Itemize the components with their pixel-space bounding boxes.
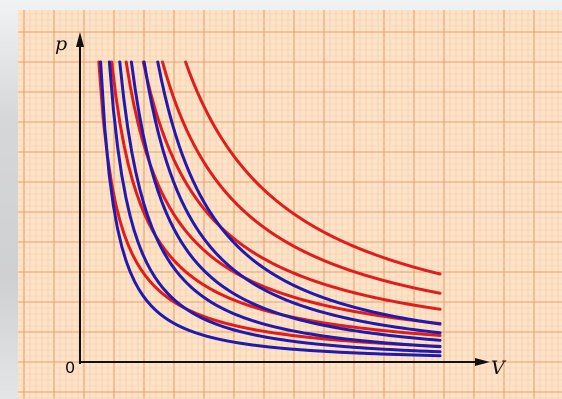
blue-curve-2 bbox=[107, 60, 442, 354]
origin-label: 0 bbox=[65, 358, 75, 377]
red-curve-5 bbox=[161, 60, 442, 295]
blue-curve-5 bbox=[142, 60, 442, 335]
red-curve-3 bbox=[124, 60, 442, 325]
x-axis-label: V bbox=[491, 357, 507, 379]
y-axis-arrow bbox=[76, 32, 84, 47]
curves-group bbox=[97, 60, 442, 358]
blue-curve-6 bbox=[156, 60, 442, 326]
blue-curve-4 bbox=[129, 60, 442, 342]
red-curve-6 bbox=[184, 60, 442, 276]
red-curve-4 bbox=[141, 60, 442, 311]
x-axis-arrow bbox=[475, 358, 490, 366]
blue-curve-3 bbox=[118, 60, 442, 349]
y-axis-label: p bbox=[55, 33, 67, 55]
axes bbox=[76, 32, 490, 366]
blue-curve-1 bbox=[99, 60, 442, 358]
